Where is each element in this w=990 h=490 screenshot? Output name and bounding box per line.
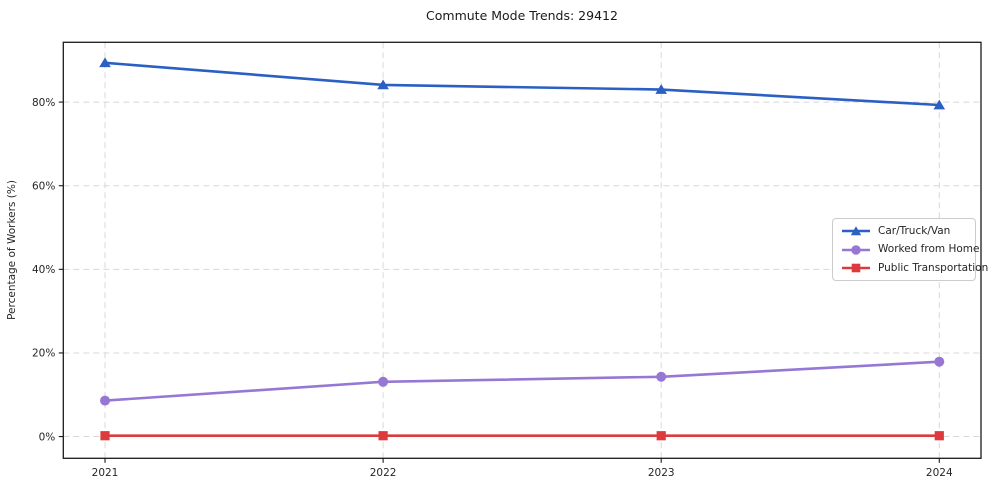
series-car-truck-van [99,57,946,110]
line-car-truck-van [103,61,941,107]
legend-item-car-truck-van: Car/Truck/Van [841,225,967,237]
circle-marker [934,356,945,367]
square-marker [656,431,666,441]
legend-triangle-marker-icon [842,226,870,236]
legend-label: Public Transportation [878,261,989,274]
legend-label: Car/Truck/Van [878,224,951,237]
legend-item-worked-from-home: Worked from Home [841,244,979,256]
triangle-marker [655,84,667,94]
y-tick-label: 0% [39,431,56,443]
triangle-marker [99,57,111,68]
legend-square-marker-icon [842,263,870,273]
x-tick-label: 2022 [370,467,397,479]
plot-area: 0% 20% 40% 60% 80% 2021 2022 2023 2024 [32,41,982,479]
square-marker [934,431,944,441]
legend-label: Worked from Home [878,243,980,256]
legend-circle-marker-icon [842,244,870,255]
series-public-transportation [100,431,944,441]
plot-border [62,41,982,459]
legend: Car/Truck/Van Worked from Home Public Tr… [832,218,988,281]
triangle-marker [377,79,389,90]
x-tick-label: 2023 [648,467,675,479]
y-tick-label: 40% [32,264,55,276]
chart-title: Commute Mode Trends: 29412 [426,8,618,23]
series-worked-from-home [100,356,945,406]
legend-item-public-transportation: Public Transportation [841,262,988,274]
circle-marker [378,376,389,387]
y-axis-label: Percentage of Workers (%) [6,180,18,320]
triangle-marker [933,99,946,110]
circle-marker [656,371,667,382]
y-tick-label: 60% [32,180,55,192]
y-tick-label: 80% [32,97,55,109]
line-worked-from-home [103,360,941,402]
x-tick-label: 2021 [92,467,119,479]
circle-marker [100,395,111,406]
x-tick-label: 2024 [926,467,953,479]
square-marker [100,431,110,441]
y-tick-label: 20% [32,348,55,360]
square-marker [378,431,388,441]
